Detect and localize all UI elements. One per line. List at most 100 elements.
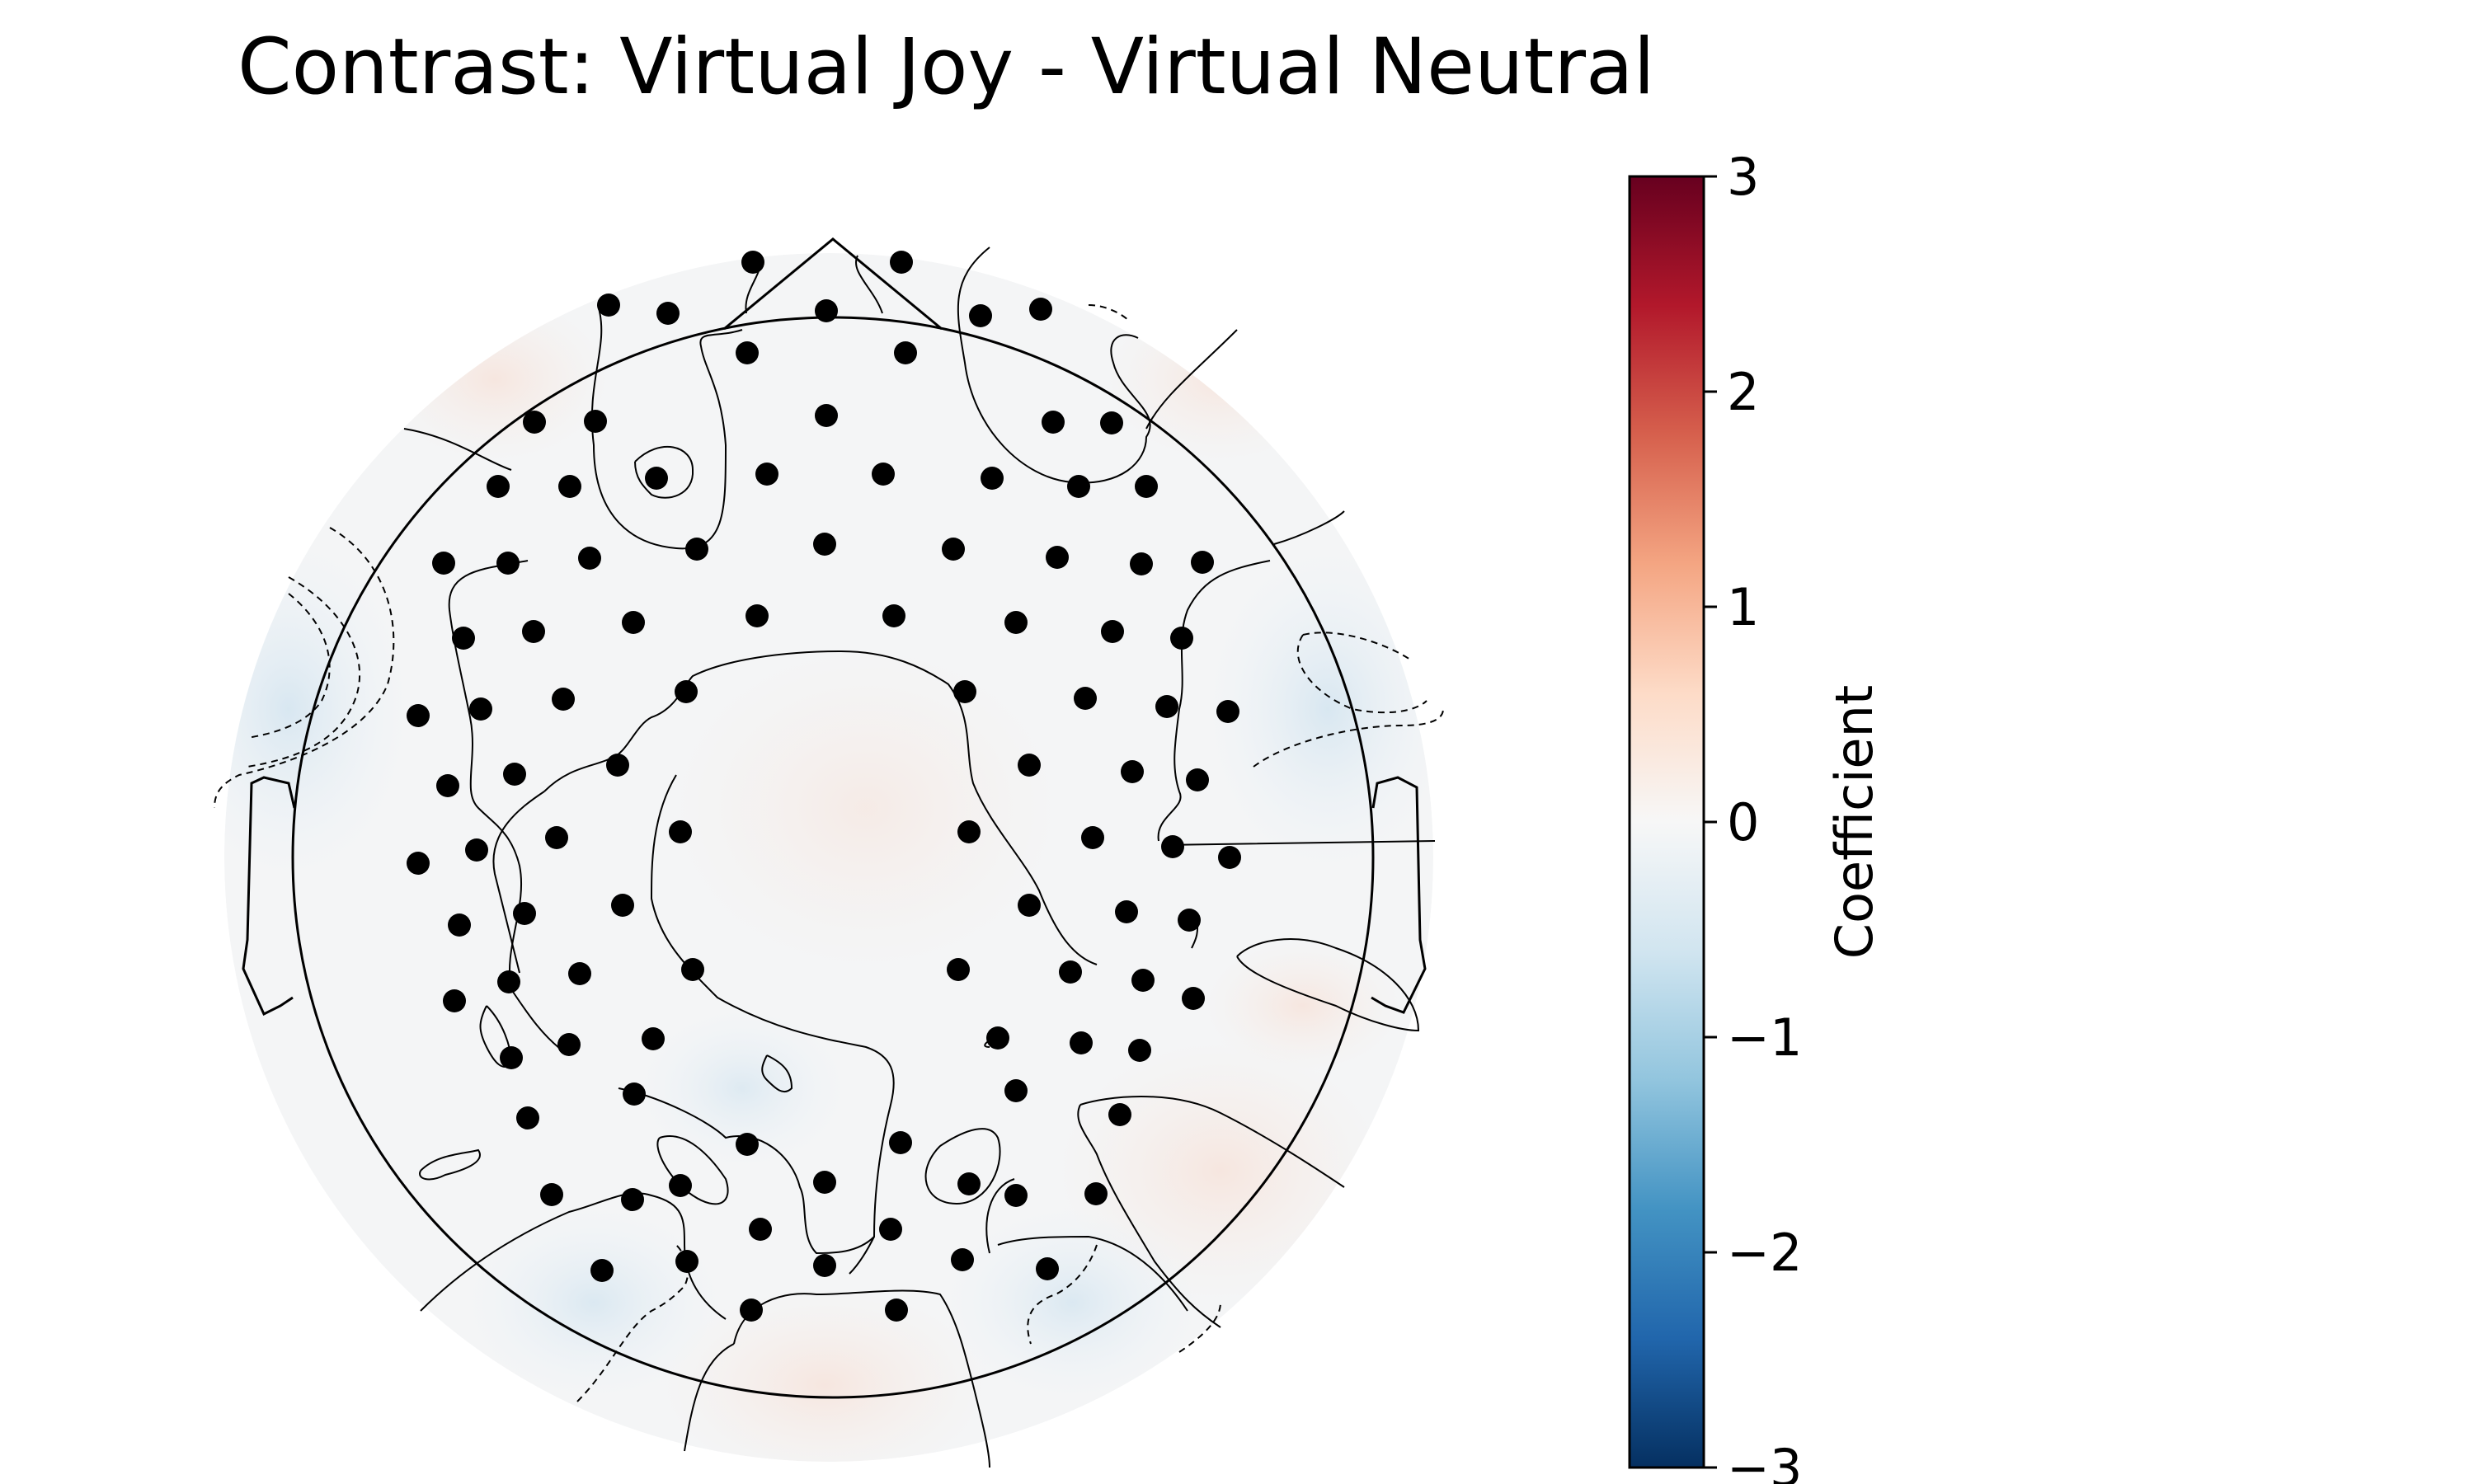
left-ear (242, 776, 296, 1017)
sensor-dot (1115, 900, 1138, 923)
sensor-dot (645, 467, 668, 490)
sensor-dot (675, 680, 698, 703)
colorbar-tick-label: −2 (1727, 1223, 1802, 1283)
sensor-dot (1178, 909, 1201, 932)
sensor-dot (1067, 475, 1090, 498)
colorbar-tick-label: 3 (1727, 147, 1759, 207)
sensor-dot (407, 852, 430, 875)
sensor-dot (755, 463, 778, 486)
sensor-dot (947, 958, 970, 981)
sensor-dot (1131, 969, 1155, 992)
sensor-dot (1029, 298, 1052, 321)
sensor-dot (448, 913, 471, 937)
sensor-dot (621, 1188, 644, 1211)
sensor-dot (469, 697, 492, 721)
sensor-dot (496, 552, 520, 575)
sensor-dot (558, 475, 581, 498)
colorbar-fill (1628, 175, 1705, 1469)
sensor-dot (986, 1026, 1009, 1050)
sensor-dot (745, 604, 769, 627)
sensor-dot (813, 1171, 836, 1194)
sensor-dot (813, 1254, 836, 1277)
sensor-dot (890, 251, 913, 274)
sensor-dot (1191, 551, 1214, 574)
sensor-dot (685, 538, 708, 561)
sensor-dot (1182, 987, 1205, 1010)
colorbar-tick-label: −3 (1727, 1438, 1802, 1484)
sensor-dot (957, 1172, 981, 1195)
sensor-dot (578, 547, 601, 570)
sensor-dot (552, 688, 575, 711)
chart-title: Contrast: Virtual Joy - Virtual Neutral (238, 22, 1655, 112)
sensor-dot (872, 463, 895, 486)
sensor-dot (815, 404, 838, 427)
sensor-dot (1100, 411, 1123, 434)
sensor-dot (1042, 411, 1065, 434)
sensor-dot (1155, 695, 1178, 718)
sensor-dot (741, 251, 764, 274)
sensor-dot (1036, 1257, 1059, 1280)
sensor-dot (1135, 475, 1158, 498)
sensor-dot (503, 763, 526, 786)
sensor-dot (1108, 1103, 1131, 1126)
sensor-dot (681, 958, 704, 981)
sensor-dot (1004, 1079, 1028, 1102)
sensor-dot (497, 970, 520, 993)
sensor-dot (953, 680, 976, 703)
sensor-dot (656, 302, 680, 325)
sensor-dot (443, 989, 466, 1012)
sensor-dot (611, 894, 634, 917)
sensor-dot (623, 1082, 646, 1106)
sensor-dot (1081, 826, 1104, 849)
sensor-dot (1004, 611, 1028, 634)
sensor-dot (606, 754, 629, 777)
sensor-dot (885, 1298, 908, 1322)
sensor-dot (522, 620, 545, 643)
sensor-dot (969, 304, 992, 327)
right-ear (1371, 776, 1427, 1014)
sensor-dot (513, 902, 536, 925)
sensor-dot (642, 1027, 665, 1050)
sensor-dot (500, 1046, 523, 1069)
sensor-dot (1018, 754, 1041, 777)
sensor-dot (1121, 760, 1144, 783)
sensor-dot (815, 299, 838, 322)
sensor-dot (465, 838, 488, 862)
sensor-dot (487, 475, 510, 498)
colorbar: 3 2 1 0 −1 −2 −3 Coefficient (1628, 147, 1884, 1484)
sensor-dot (590, 1259, 614, 1282)
colorbar-tick-label: 1 (1727, 577, 1759, 637)
sensor-dot (1161, 835, 1184, 858)
sensor-dot (882, 604, 905, 627)
sensor-dot (1186, 768, 1209, 791)
sensor-dot (981, 467, 1004, 490)
sensor-dot (452, 627, 475, 650)
sensor-dot (749, 1218, 772, 1241)
sensor-dot (1128, 1039, 1151, 1062)
dashed-contours (214, 304, 1444, 1402)
sensor-dot (675, 1250, 698, 1273)
sensor-dot (1170, 627, 1193, 650)
sensor-dot (1070, 1031, 1093, 1054)
sensor-dot (1101, 620, 1124, 643)
sensor-dot (1130, 552, 1153, 575)
sensor-dot (951, 1248, 974, 1271)
colorbar-tick-label: 0 (1727, 792, 1759, 852)
sensor-dot (1218, 846, 1241, 869)
sensor-dot (894, 341, 917, 364)
sensor-dot (622, 611, 645, 634)
colorbar-label: Coefficient (1824, 685, 1884, 959)
nose (723, 237, 943, 331)
sensor-dot (436, 774, 459, 797)
sensor-dot (597, 294, 620, 317)
sensor-dot (1074, 687, 1097, 710)
sensor-dot (516, 1106, 539, 1129)
sensor-dot (1059, 960, 1082, 984)
colorbar-tick-label: 2 (1727, 362, 1759, 422)
sensor-dot (540, 1183, 563, 1206)
sensor-dot (1046, 546, 1069, 569)
sensor-dot (669, 1174, 692, 1197)
sensor-dot (879, 1218, 902, 1241)
sensor-dot (407, 704, 430, 727)
